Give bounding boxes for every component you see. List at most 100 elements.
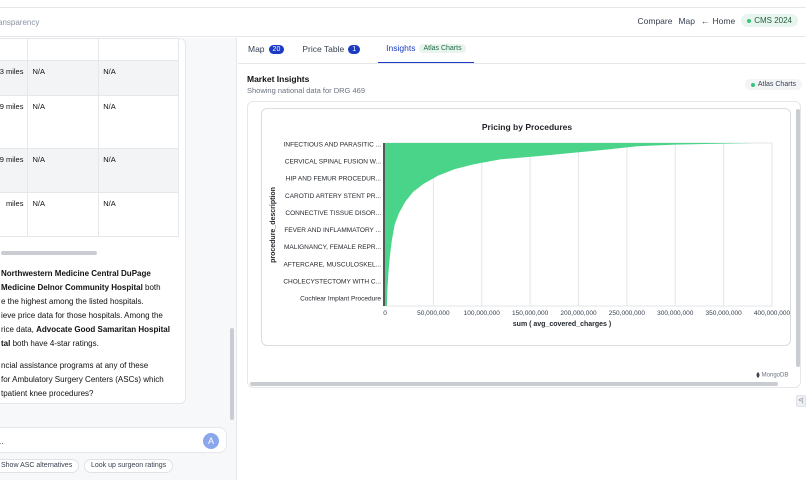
y-tick-label: CAROTID ARTERY STENT PR... [285, 193, 381, 200]
chat-vertical-scrollbar[interactable] [230, 328, 234, 420]
area-series [385, 143, 755, 306]
table-cell: N/A [98, 95, 179, 149]
nav-home-link[interactable]: ← Home [701, 16, 735, 26]
tab-price-table-count: 1 [348, 44, 361, 54]
x-tick-label: 0 [383, 310, 387, 317]
table-row: miles N/A N/A [0, 192, 179, 237]
nav-compare-link[interactable]: Compare [637, 15, 673, 26]
table-cell: N/A [98, 148, 179, 193]
atlas-charts-badge: Atlas Charts [744, 79, 802, 90]
tab-map[interactable]: Map 20 [248, 40, 285, 64]
tab-insights[interactable]: Insights Atlas Charts [378, 40, 474, 64]
distance-cell: 9 miles [0, 148, 29, 193]
distance-cell: 3 miles [0, 60, 29, 96]
send-button[interactable]: A [203, 433, 219, 449]
assistant-message-card: 3 miles N/A N/A 9 miles N/A N/A 9 miles … [0, 38, 186, 404]
table-cell: N/A [27, 60, 100, 96]
chat-panel: 3 miles N/A N/A 9 miles N/A N/A 9 miles … [0, 38, 237, 480]
suggestion-chip-asc[interactable]: Show ASC alternatives [0, 459, 80, 473]
y-tick-label: Cochlear Implant Procedure [300, 296, 381, 303]
table-cell: N/A [27, 95, 100, 149]
status-dot-icon [747, 18, 752, 23]
message-text: for Ambulatory Surgery Centers (ASCs) wh… [1, 375, 164, 384]
y-tick-label: HIP AND FEMUR PROCEDUR... [286, 176, 381, 183]
send-icon: A [207, 436, 214, 446]
x-tick-label: 250,000,000 [609, 310, 646, 317]
table-horizontal-scrollbar[interactable] [1, 251, 97, 255]
collapse-panel-button[interactable]: <| [796, 395, 806, 407]
leaf-icon [756, 372, 760, 378]
table-row: 9 miles N/A N/A [0, 148, 179, 193]
distance-cell: 9 miles [0, 95, 29, 149]
y-tick-label: CONNECTIVE TISSUE DISOR... [285, 210, 381, 217]
message-text: tpatient knee procedures? [1, 389, 94, 398]
mongodb-logo-label: MongoDB [761, 372, 789, 379]
y-tick-label: FEVER AND INFLAMMATORY ... [284, 227, 381, 234]
y-tick-label: AFTERCARE, MUSCULOSKEL... [283, 261, 381, 268]
table-row: 9 miles N/A N/A [0, 95, 179, 149]
pricing-chart: Pricing by Procedures 0 50,000,000 100,000,… [270, 122, 791, 328]
insights-title: Market Insights [247, 74, 310, 84]
mongodb-logo: MongoDB [756, 372, 788, 379]
top-nav: Compare Map ← Home CMS 2024 [637, 14, 798, 27]
hospital-name: Northwestern Medicine Central DuPage [1, 269, 151, 278]
nav-home-label: Home [712, 15, 736, 26]
arrow-left-icon: ← [701, 15, 710, 26]
message-text: both have 4-star ratings. [10, 339, 99, 348]
nav-map-link[interactable]: Map [678, 15, 696, 26]
view-tabs: Map 20 Price Table 1 Insights Atlas Char… [248, 40, 474, 64]
table-cell: N/A [98, 60, 179, 96]
dataset-badge-label: CMS 2024 [754, 16, 792, 25]
status-dot-icon [750, 82, 755, 87]
message-paragraph: Northwestern Medicine Central DuPage Med… [1, 267, 181, 351]
tab-insights-label: Insights [386, 43, 416, 53]
hospital-name: Medicine Delnor Community Hospital [1, 283, 143, 292]
x-tick-label: 50,000,000 [417, 310, 450, 317]
message-text: both [142, 283, 161, 292]
results-table: 3 miles N/A N/A 9 miles N/A N/A 9 miles … [0, 39, 179, 237]
tab-price-table-label: Price Table [302, 44, 345, 54]
tab-divider [238, 63, 806, 64]
x-axis-title: sum ( avg_covered_charges ) [513, 321, 611, 328]
x-tick-label: 350,000,000 [706, 310, 743, 317]
chart-frame: Pricing by Procedures 0 50,000,000 100,000,… [261, 108, 791, 346]
tab-insights-badge: Atlas Charts [419, 43, 466, 53]
table-row [0, 39, 179, 61]
table-cell: N/A [27, 148, 100, 193]
x-tick-label: 150,000,000 [512, 310, 549, 317]
chart-title: Pricing by Procedures [482, 122, 572, 132]
message-paragraph: ncial assistance programs at any of thes… [1, 359, 181, 401]
tab-map-label: Map [248, 44, 265, 54]
distance-cell: miles [0, 192, 29, 237]
x-tick-label: 400,000,000 [754, 310, 791, 317]
message-text: ncial assistance programs at any of thes… [1, 361, 149, 370]
tab-map-count: 20 [268, 44, 285, 54]
suggestion-chip-surgeon[interactable]: Look up surgeon ratings [84, 459, 174, 473]
y-tick-label: CHOLECYSTECTOMY WITH C... [283, 278, 381, 285]
hospital-name: Advocate Good Samaritan Hospital [36, 325, 170, 334]
assistant-message-text: Northwestern Medicine Central DuPage Med… [1, 267, 181, 403]
x-tick-label: 300,000,000 [657, 310, 694, 317]
y-axis-title: procedure_description [270, 187, 277, 263]
insights-subtitle: Showing national data for DRG 469 [247, 86, 365, 95]
table-cell: N/A [27, 192, 100, 237]
message-text: e the highest among the listed hospitals… [1, 297, 144, 306]
x-tick-label: 100,000,000 [464, 310, 501, 317]
chat-input-box: A [0, 427, 227, 453]
table-row: 3 miles N/A N/A [0, 60, 179, 96]
y-tick-label: CERVICAL SPINAL FUSION W... [285, 159, 381, 166]
chat-input[interactable] [0, 433, 189, 449]
tab-price-table[interactable]: Price Table 1 [302, 40, 361, 64]
hospital-name: tal [1, 339, 11, 348]
message-text: rice data, [1, 325, 37, 334]
dataset-badge: CMS 2024 [741, 14, 798, 27]
x-tick-label: 200,000,000 [560, 310, 597, 317]
top-bar: ansparency Compare Map ← Home CMS 2024 [0, 7, 806, 37]
panel-horizontal-scrollbar[interactable] [250, 382, 778, 386]
atlas-charts-badge-label: Atlas Charts [757, 81, 796, 88]
message-text: ieve price data for those hospitals. Amo… [1, 311, 163, 320]
panel-vertical-scrollbar[interactable] [796, 109, 800, 367]
app-brand: ansparency [0, 18, 40, 27]
y-tick-label: INFECTIOUS AND PARASITIC ... [284, 142, 382, 149]
table-cell: N/A [98, 192, 179, 237]
